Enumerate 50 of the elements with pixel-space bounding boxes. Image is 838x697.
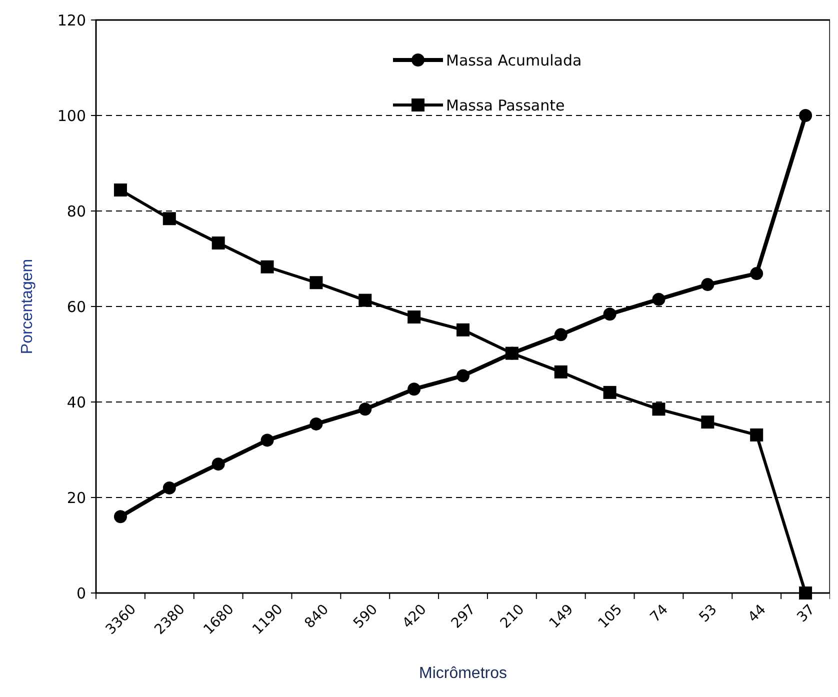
point	[554, 365, 568, 378]
point	[603, 308, 616, 321]
y-tick-label: 40	[66, 393, 86, 412]
point	[750, 267, 764, 280]
y-tick-label: 120	[57, 11, 86, 30]
x-tick-label: 149	[546, 602, 577, 632]
point	[652, 292, 666, 306]
x-tick-label: 105	[595, 602, 626, 632]
x-axis-title: Micrômetros	[418, 665, 508, 682]
point	[162, 212, 176, 226]
legend-label: Massa Acumulada	[446, 51, 582, 70]
x-tick-label: 44	[745, 602, 770, 626]
point	[701, 416, 714, 429]
point	[358, 402, 372, 416]
point	[310, 417, 323, 430]
y-tick-label: 100	[57, 106, 86, 125]
y-tick-label: 0	[76, 584, 86, 602]
y-tick-label: 20	[66, 488, 86, 507]
x-tick-label: 37	[794, 602, 818, 626]
point	[260, 260, 274, 274]
point	[652, 402, 666, 416]
x-tick-label: 74	[647, 602, 672, 626]
point	[310, 276, 323, 290]
y-tick-label: 80	[66, 202, 86, 220]
x-tick-label: 420	[400, 602, 430, 632]
point	[260, 434, 274, 447]
point	[505, 346, 518, 360]
point	[456, 323, 470, 336]
point	[358, 294, 372, 307]
point	[750, 428, 764, 442]
point	[799, 586, 812, 600]
point	[212, 236, 225, 250]
point	[554, 328, 568, 342]
point	[212, 458, 225, 471]
point	[603, 386, 616, 399]
x-tick-label: 210	[497, 602, 528, 632]
point	[701, 278, 714, 292]
point	[456, 369, 470, 382]
legend-label: Massa Passante	[446, 96, 565, 114]
point	[114, 510, 127, 524]
y-tick-label: 60	[66, 298, 86, 316]
point	[408, 382, 421, 396]
x-tick-label: 590	[350, 602, 381, 632]
x-tick-label: 840	[302, 602, 332, 632]
point	[799, 109, 812, 122]
x-tick-label: 53	[696, 602, 720, 626]
point	[408, 310, 421, 324]
point	[114, 183, 127, 196]
point	[162, 481, 176, 494]
y-axis-title: Porcentagem	[19, 258, 36, 354]
